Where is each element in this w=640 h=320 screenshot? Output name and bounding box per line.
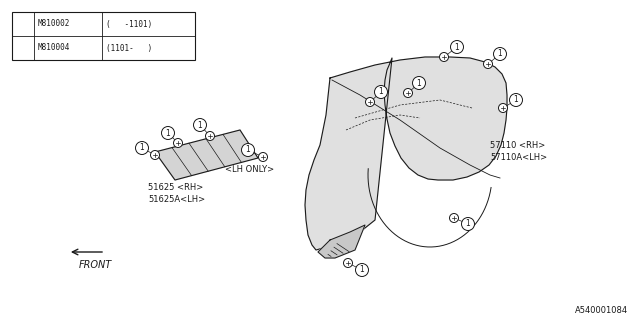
Polygon shape	[155, 130, 258, 180]
Text: 1: 1	[20, 44, 26, 52]
Circle shape	[449, 213, 458, 222]
Text: 57110A<LH>: 57110A<LH>	[490, 153, 547, 162]
Circle shape	[17, 18, 29, 30]
Circle shape	[413, 76, 426, 90]
Circle shape	[374, 85, 387, 99]
Circle shape	[355, 263, 369, 276]
Text: 1: 1	[20, 20, 26, 28]
Circle shape	[205, 132, 214, 140]
Circle shape	[17, 42, 29, 54]
Text: M810004: M810004	[38, 44, 70, 52]
Circle shape	[483, 60, 493, 68]
Text: 1: 1	[166, 129, 170, 138]
Text: 1: 1	[454, 43, 460, 52]
Circle shape	[161, 126, 175, 140]
Text: FRONT: FRONT	[78, 260, 111, 270]
Text: <LH ONLY>: <LH ONLY>	[225, 165, 274, 174]
Circle shape	[193, 118, 207, 132]
Text: 1: 1	[360, 266, 364, 275]
Text: 51625A<LH>: 51625A<LH>	[148, 195, 205, 204]
Polygon shape	[318, 225, 365, 258]
Circle shape	[403, 89, 413, 98]
Text: 1: 1	[198, 121, 202, 130]
Circle shape	[259, 153, 268, 162]
Circle shape	[365, 98, 374, 107]
Text: 1: 1	[417, 78, 421, 87]
Text: 1: 1	[140, 143, 145, 153]
Text: 1: 1	[514, 95, 518, 105]
Text: 57110 <RH>: 57110 <RH>	[490, 140, 545, 149]
Polygon shape	[305, 57, 507, 250]
Circle shape	[499, 103, 508, 113]
Circle shape	[461, 218, 474, 230]
Text: 1: 1	[379, 87, 383, 97]
Circle shape	[241, 143, 255, 156]
Bar	[12, 12, 195, 60]
Circle shape	[493, 47, 506, 60]
Circle shape	[173, 139, 182, 148]
Circle shape	[440, 52, 449, 61]
Circle shape	[451, 41, 463, 53]
Text: (   -1101): ( -1101)	[106, 20, 152, 28]
Text: 1: 1	[498, 50, 502, 59]
Text: M810002: M810002	[38, 20, 70, 28]
Text: 1: 1	[466, 220, 470, 228]
Text: A540001084: A540001084	[575, 306, 628, 315]
Text: 1: 1	[246, 146, 250, 155]
Circle shape	[344, 259, 353, 268]
Text: 51625 <RH>: 51625 <RH>	[148, 182, 204, 191]
Circle shape	[136, 141, 148, 155]
Text: (1101-   ): (1101- )	[106, 44, 152, 52]
Circle shape	[509, 93, 522, 107]
Circle shape	[150, 150, 159, 159]
